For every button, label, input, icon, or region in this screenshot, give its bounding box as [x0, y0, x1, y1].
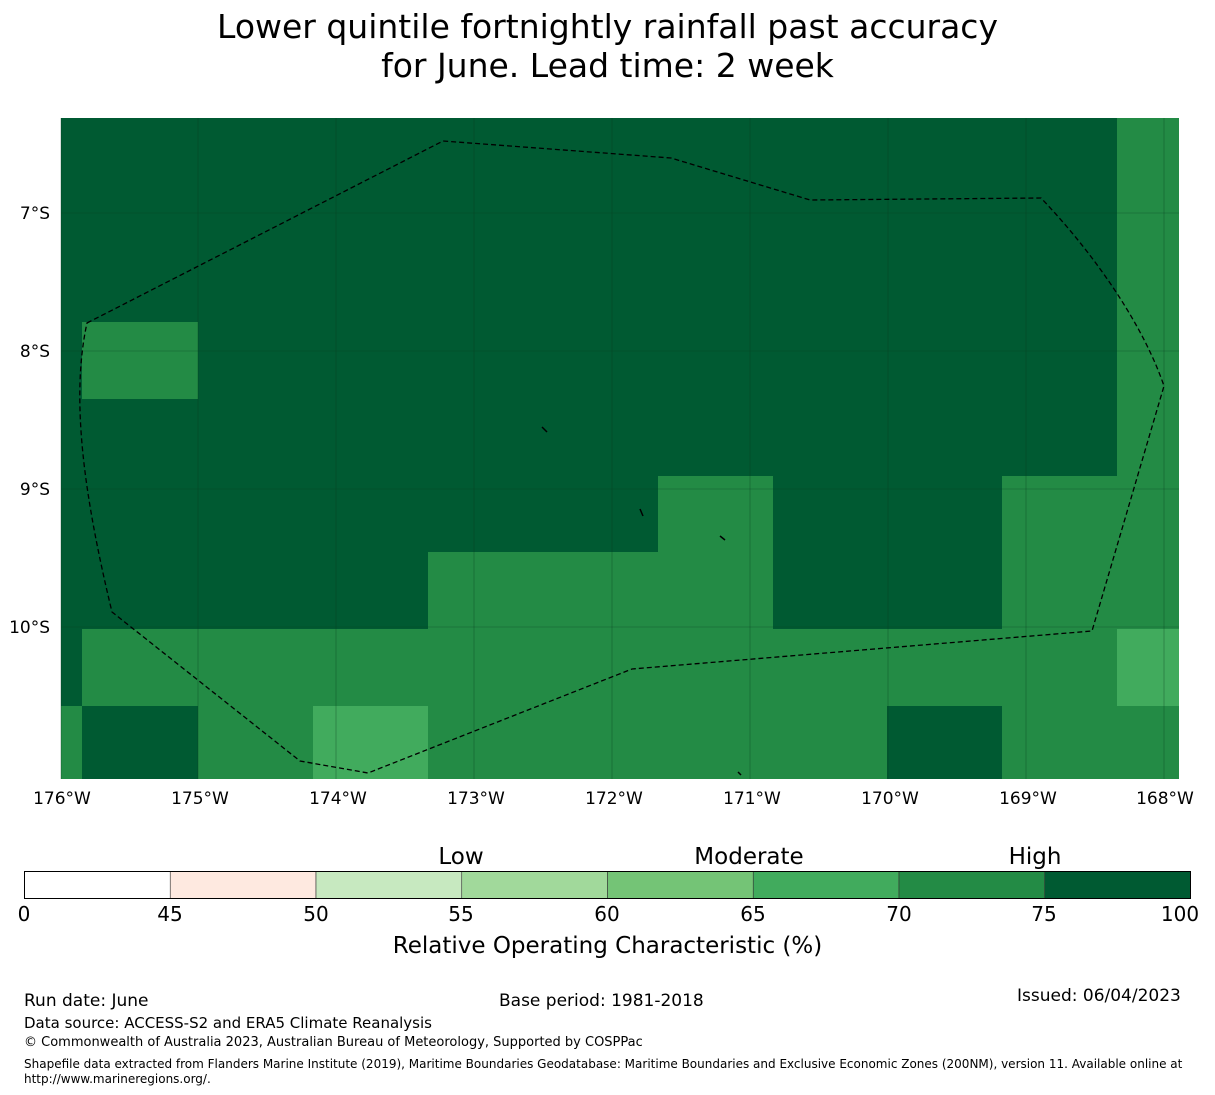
copyright: © Commonwealth of Australia 2023, Austra… — [24, 1035, 643, 1050]
island-mark — [639, 508, 644, 517]
map-cell — [887, 706, 1002, 779]
island-mark — [719, 535, 726, 541]
lat-label-10s: 10°S — [9, 618, 50, 638]
title-line-2: for June. Lead time: 2 week — [381, 46, 834, 85]
base-period: Base period: 1981-2018 — [499, 991, 704, 1011]
lon-label-170w: 170°W — [861, 789, 919, 809]
colorbar-tick: 100 — [1160, 902, 1200, 926]
category-label-high: High — [1008, 844, 1062, 870]
lat-label-8s: 8°S — [19, 342, 50, 362]
eez-boundary — [79, 140, 1165, 774]
lon-label-172w: 172°W — [585, 789, 643, 809]
map-gridlines — [60, 118, 1179, 779]
island-mark — [541, 426, 548, 433]
lon-label-176w: 176°W — [33, 789, 91, 809]
map-cell — [1117, 118, 1179, 476]
lon-label-171w: 171°W — [723, 789, 781, 809]
map-cell — [1117, 629, 1179, 706]
colorbar-segment — [169, 871, 317, 899]
category-label-low: Low — [438, 844, 484, 870]
lon-label-173w: 173°W — [447, 789, 505, 809]
shapefile-credit: Shapefile data extracted from Flanders M… — [24, 1057, 1183, 1086]
map-cell — [61, 706, 82, 779]
colorbar-segment — [1044, 871, 1191, 899]
colorbar-outline — [24, 871, 1191, 899]
map-cell — [82, 706, 198, 779]
colorbar-tick: 55 — [448, 902, 474, 926]
lon-label-168w: 168°W — [1136, 789, 1194, 809]
colorbar-label: Relative Operating Characteristic (%) — [392, 933, 823, 959]
roc-colorbar — [24, 871, 1191, 899]
map-cell — [658, 476, 773, 629]
colorbar-tick: 75 — [1031, 902, 1057, 926]
colorbar-tick: 70 — [886, 902, 912, 926]
colorbar-tick: 65 — [740, 902, 766, 926]
rainfall-accuracy-map — [60, 118, 1179, 779]
island-mark — [737, 771, 742, 776]
colorbar-tick: 0 — [17, 902, 31, 926]
colorbar-segment — [607, 871, 754, 899]
colorbar-tick: 45 — [157, 902, 183, 926]
colorbar-segment — [461, 871, 608, 899]
map-cell — [82, 322, 198, 399]
island-marks — [541, 426, 742, 776]
colorbar-tick: 60 — [594, 902, 620, 926]
colorbar-segments — [24, 871, 1191, 899]
issued-date: Issued: 06/04/2023 — [1017, 986, 1181, 1006]
colorbar-segment — [24, 871, 171, 899]
lon-label-175w: 175°W — [171, 789, 229, 809]
lon-label-169w: 169°W — [999, 789, 1057, 809]
run-date: Run date: June — [24, 991, 149, 1011]
colorbar-segment — [315, 871, 463, 899]
map-cell — [428, 552, 658, 629]
category-label-moderate: Moderate — [694, 844, 804, 870]
map-cell — [1002, 476, 1179, 629]
data-source: Data source: ACCESS-S2 and ERA5 Climate … — [24, 1014, 432, 1032]
lon-label-174w: 174°W — [309, 789, 367, 809]
colorbar-segment — [752, 871, 900, 899]
colorbar-tick: 50 — [303, 902, 329, 926]
lat-label-9s: 9°S — [19, 480, 50, 500]
colorbar-segment — [898, 871, 1046, 899]
title-line-1: Lower quintile fortnightly rainfall past… — [217, 7, 998, 46]
map-grid-cells — [61, 118, 1179, 779]
lat-label-7s: 7°S — [19, 204, 50, 224]
